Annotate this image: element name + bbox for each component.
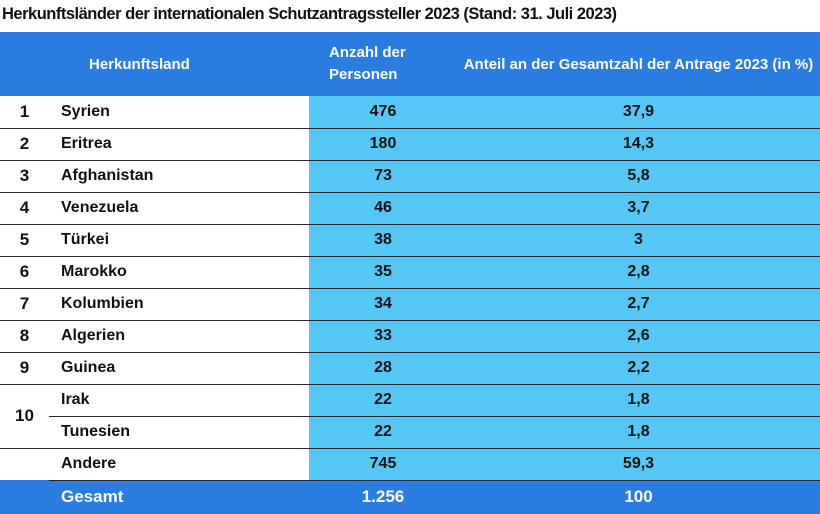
country-cell: Venezuela <box>49 192 309 225</box>
rank-cell: 7 <box>0 288 49 321</box>
count-cell: 180 <box>309 128 457 161</box>
header-country: Herkunftsland <box>49 32 309 96</box>
share-cell: 2,2 <box>457 352 820 385</box>
share-cell: 1,8 <box>457 416 820 449</box>
table-row: Tunesien 22 1,8 <box>0 416 820 449</box>
count-cell: 28 <box>309 352 457 385</box>
country-cell: Irak <box>49 384 309 417</box>
rank-cell: 8 <box>0 320 49 353</box>
share-cell: 5,8 <box>457 160 820 193</box>
country-cell: Andere <box>49 448 309 481</box>
country-cell: Algerien <box>49 320 309 353</box>
total-rank-cell <box>0 480 49 514</box>
count-cell: 73 <box>309 160 457 193</box>
country-cell: Syrien <box>49 96 309 129</box>
table-body: 1 Syrien 476 37,9 2 Eritrea 180 14,3 3 Afghanista… <box>0 96 820 481</box>
table-row: 8 Algerien 33 2,6 <box>0 320 820 353</box>
count-cell: 34 <box>309 288 457 321</box>
header-count: Anzahl der Personen <box>309 32 457 96</box>
rank-cell: 3 <box>0 160 49 193</box>
count-cell: 33 <box>309 320 457 353</box>
country-cell: Tunesien <box>49 416 309 449</box>
share-cell: 2,8 <box>457 256 820 289</box>
total-row: Gesamt 1.256 100 <box>0 480 820 514</box>
rank-cell: 9 <box>0 352 49 385</box>
rank-cell: 6 <box>0 256 49 289</box>
table-row: 4 Venezuela 46 3,7 <box>0 192 820 225</box>
count-cell: 22 <box>309 384 457 417</box>
header-share: Anteil an der Gesamtzahl der Antrage 202… <box>457 32 820 96</box>
count-cell: 22 <box>309 416 457 449</box>
chart-title: Herkunftsländer der internationalen Schu… <box>2 5 617 23</box>
country-cell: Guinea <box>49 352 309 385</box>
asylum-origin-table: Herkunftsland Anzahl der Personen Anteil… <box>0 32 820 514</box>
country-cell: Afghanistan <box>49 160 309 193</box>
count-cell: 745 <box>309 448 457 481</box>
share-cell: 3,7 <box>457 192 820 225</box>
table-row: 2 Eritrea 180 14,3 <box>0 128 820 161</box>
count-cell: 476 <box>309 96 457 129</box>
share-cell: 2,7 <box>457 288 820 321</box>
country-cell: Marokko <box>49 256 309 289</box>
share-cell: 2,6 <box>457 320 820 353</box>
table-row: 7 Kolumbien 34 2,7 <box>0 288 820 321</box>
count-cell: 35 <box>309 256 457 289</box>
rank-cell <box>0 448 49 480</box>
country-cell: Kolumbien <box>49 288 309 321</box>
rank-cell: 1 <box>0 96 49 129</box>
total-share: 100 <box>457 480 820 514</box>
share-cell: 37,9 <box>457 96 820 129</box>
share-cell: 14,3 <box>457 128 820 161</box>
rank-cell: 2 <box>0 128 49 161</box>
total-label: Gesamt <box>49 480 309 514</box>
table-row: 9 Guinea 28 2,2 <box>0 352 820 385</box>
table-row: 3 Afghanistan 73 5,8 <box>0 160 820 193</box>
country-cell: Eritrea <box>49 128 309 161</box>
table-row: Andere 745 59,3 <box>0 448 820 481</box>
total-count: 1.256 <box>309 480 457 514</box>
header-rank <box>0 32 49 96</box>
country-cell: Türkei <box>49 224 309 257</box>
count-cell: 38 <box>309 224 457 257</box>
rank-cell: 5 <box>0 224 49 257</box>
table-row: 6 Marokko 35 2,8 <box>0 256 820 289</box>
table-row: 5 Türkei 38 3 <box>0 224 820 257</box>
table-row: 1 Syrien 476 37,9 <box>0 96 820 129</box>
share-cell: 1,8 <box>457 384 820 417</box>
share-cell: 3 <box>457 224 820 257</box>
table-row: 10 Irak 22 1,8 <box>0 384 820 449</box>
header-row: Herkunftsland Anzahl der Personen Anteil… <box>0 32 820 96</box>
share-cell: 59,3 <box>457 448 820 481</box>
count-cell: 46 <box>309 192 457 225</box>
rank-cell: 4 <box>0 192 49 225</box>
rank-cell: 10 <box>0 384 49 449</box>
